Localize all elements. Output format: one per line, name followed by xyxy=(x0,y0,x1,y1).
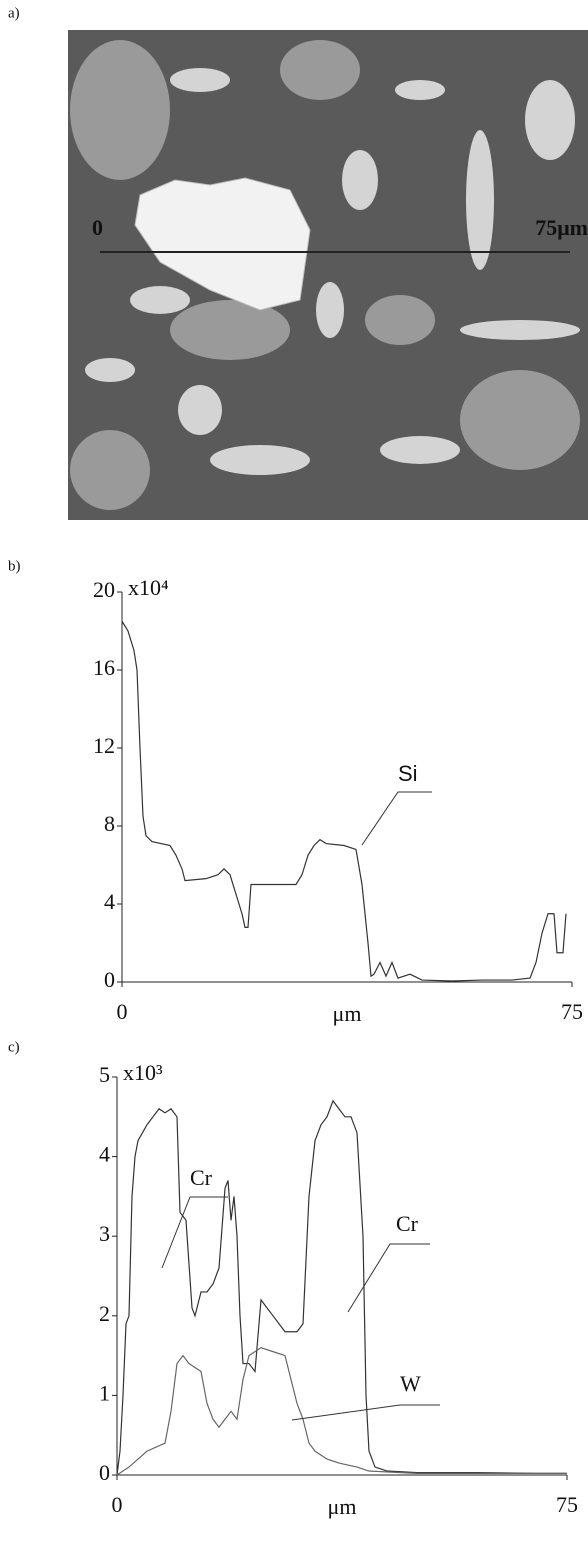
phase-light xyxy=(85,68,580,475)
y-multiplier: x10⁴ xyxy=(128,575,169,600)
y-tick-label: 4 xyxy=(99,1142,110,1167)
series-label: Cr xyxy=(396,1211,419,1236)
leader-line xyxy=(361,791,432,846)
x-tick-label: 75 xyxy=(556,1492,578,1517)
crystal xyxy=(134,177,311,311)
scale-label: 0 xyxy=(92,215,103,240)
x-tick-label: 0 xyxy=(117,999,128,1024)
data-line xyxy=(116,1099,567,1476)
panel-label: b) xyxy=(8,558,21,574)
y-tick-label: 12 xyxy=(93,733,115,758)
phase-grey xyxy=(70,40,580,510)
y-tick-label: 1 xyxy=(99,1380,110,1405)
x-tick-label: 0 xyxy=(112,1492,123,1517)
leader-line xyxy=(291,1404,440,1421)
y-tick-label: 8 xyxy=(104,811,115,836)
y-tick-label: 5 xyxy=(99,1062,110,1087)
panel-label: c) xyxy=(8,1039,20,1055)
leader-line xyxy=(161,1196,228,1269)
y-tick-label: 4 xyxy=(104,889,115,914)
series-label: Cr xyxy=(190,1165,213,1190)
y-tick-label: 0 xyxy=(99,1460,110,1485)
series-label: W xyxy=(400,1371,421,1396)
data-line xyxy=(116,1346,567,1476)
scale-label: 75μm xyxy=(535,215,588,240)
y-tick-label: 16 xyxy=(93,655,115,680)
x-axis-label: μm xyxy=(328,1494,357,1519)
panel-label: a) xyxy=(8,5,20,21)
y-tick-label: 20 xyxy=(93,577,115,602)
y-multiplier: x10³ xyxy=(123,1060,163,1085)
series-label: Si xyxy=(398,761,418,786)
y-tick-label: 2 xyxy=(99,1301,110,1326)
micrograph: 0 75μm xyxy=(68,30,588,520)
data-line xyxy=(121,620,567,982)
y-tick-label: 0 xyxy=(104,967,115,992)
leader-line xyxy=(347,1243,430,1313)
x-axis-label: μm xyxy=(333,1001,362,1026)
y-tick-label: 3 xyxy=(99,1221,110,1246)
x-tick-label: 75 xyxy=(561,999,583,1024)
